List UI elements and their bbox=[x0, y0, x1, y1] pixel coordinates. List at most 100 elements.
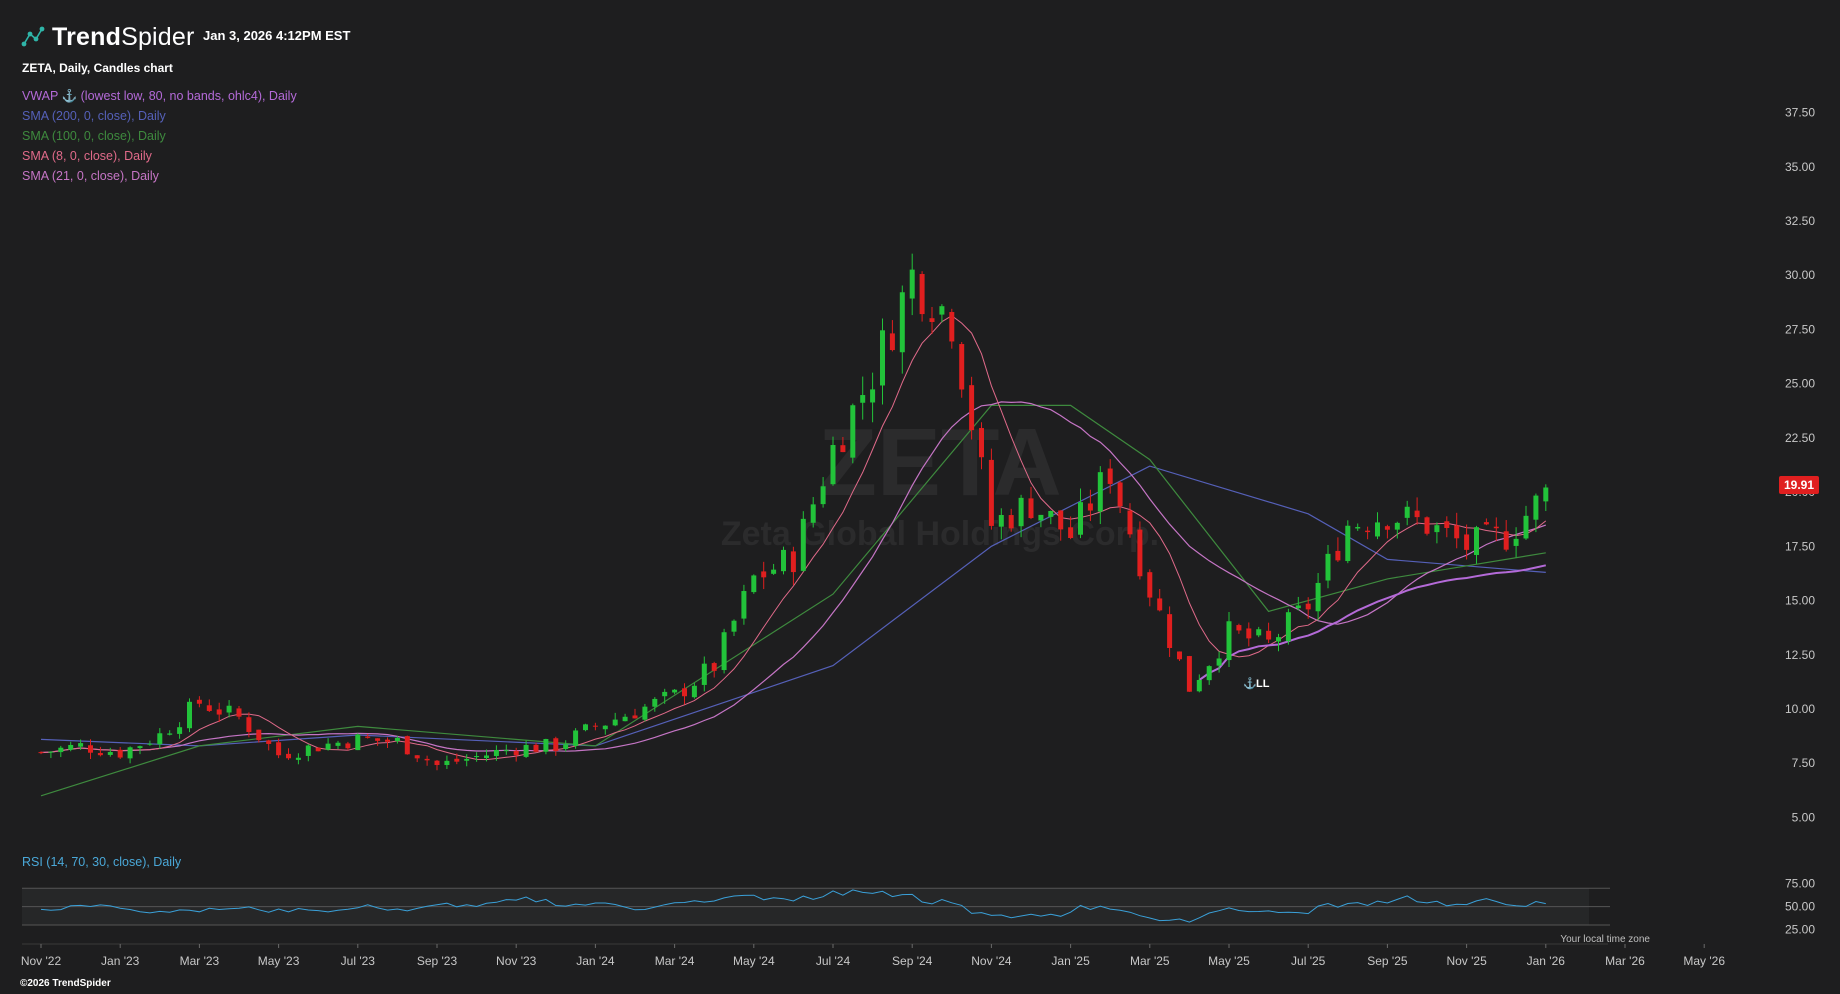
rsi-legend[interactable]: RSI (14, 70, 30, close), Daily bbox=[22, 855, 182, 869]
candle-down bbox=[414, 755, 420, 759]
time-tick-label: Jul '23 bbox=[341, 954, 376, 968]
rsi-panel: 75.00 50.00 25.00 bbox=[22, 877, 1815, 937]
candle-up bbox=[751, 575, 757, 593]
candle-down bbox=[1236, 625, 1242, 631]
candle-up bbox=[612, 719, 618, 726]
candle-down bbox=[1483, 522, 1489, 525]
candle-down bbox=[1444, 521, 1450, 529]
candle-down bbox=[1028, 498, 1034, 519]
price-tick-label: 27.50 bbox=[1785, 322, 1815, 336]
candle-up bbox=[662, 691, 668, 697]
candle-down bbox=[424, 758, 430, 761]
candle-up bbox=[484, 755, 489, 759]
candle-up bbox=[563, 744, 569, 749]
price-tick-label: 37.50 bbox=[1785, 106, 1815, 120]
price-tick-label: 25.00 bbox=[1785, 377, 1815, 391]
candle-up bbox=[1038, 514, 1044, 521]
candle-up bbox=[543, 739, 549, 752]
candle-down bbox=[1414, 510, 1420, 518]
candle-up bbox=[1206, 666, 1212, 681]
rsi-tick-label: 50.00 bbox=[1785, 900, 1815, 914]
time-tick-label: Mar '24 bbox=[655, 954, 695, 968]
indicator-legend: VWAP ⚓ (lowest low, 80, no bands, ohlc4)… bbox=[22, 86, 297, 186]
candle-up bbox=[741, 591, 747, 619]
candle-down bbox=[1157, 598, 1163, 611]
candle-down bbox=[1117, 482, 1123, 507]
time-tick-label: Mar '25 bbox=[1130, 954, 1170, 968]
time-tick-label: May '25 bbox=[1208, 954, 1250, 968]
candle-down bbox=[1147, 572, 1153, 598]
candle-down bbox=[404, 736, 410, 755]
candle-up bbox=[909, 269, 915, 299]
candle-up bbox=[701, 663, 707, 685]
legend-vwap[interactable]: VWAP ⚓ (lowest low, 80, no bands, ohlc4)… bbox=[22, 89, 297, 103]
candle-down bbox=[365, 736, 371, 738]
candle-up bbox=[1523, 515, 1529, 539]
time-tick-label: Nov '25 bbox=[1446, 954, 1487, 968]
candle-up bbox=[177, 727, 183, 734]
candle-down bbox=[454, 758, 460, 762]
candle-down bbox=[919, 274, 925, 315]
candle-up bbox=[493, 750, 499, 756]
candle-up bbox=[1375, 522, 1380, 537]
candle-up bbox=[721, 632, 727, 671]
anchor-marker[interactable]: ⚓ LL bbox=[1243, 677, 1270, 690]
candle-up bbox=[335, 742, 341, 746]
candle-up bbox=[1097, 472, 1103, 512]
candle-up bbox=[1216, 658, 1222, 666]
candle-up bbox=[78, 743, 84, 747]
candle-up bbox=[137, 746, 143, 749]
candle-up bbox=[1285, 612, 1291, 642]
candle-up bbox=[781, 549, 786, 572]
candle-up bbox=[820, 486, 826, 505]
candle-up bbox=[1196, 679, 1202, 692]
candle-up bbox=[305, 745, 311, 756]
candle-up bbox=[622, 716, 628, 722]
candle-down bbox=[1246, 628, 1252, 639]
candle-up bbox=[187, 701, 192, 729]
time-tick-label: Nov '24 bbox=[971, 954, 1012, 968]
candle-down bbox=[553, 738, 559, 752]
candle-down bbox=[236, 708, 242, 717]
time-tick-label: Jan '25 bbox=[1051, 954, 1090, 968]
candle-down bbox=[1503, 531, 1509, 550]
candle-down bbox=[1058, 510, 1064, 530]
time-tick-label: May '23 bbox=[258, 954, 300, 968]
candle-down bbox=[1177, 651, 1182, 660]
legend-sma-200[interactable]: SMA (200, 0, close), Daily bbox=[22, 109, 166, 123]
candle-up bbox=[58, 747, 64, 753]
candle-up bbox=[503, 750, 509, 752]
candle-up bbox=[850, 405, 856, 458]
candle-up bbox=[1325, 553, 1331, 581]
candle-down bbox=[345, 743, 351, 749]
legend-sma-100[interactable]: SMA (100, 0, close), Daily bbox=[22, 129, 166, 143]
candle-down bbox=[97, 752, 103, 756]
candle-down bbox=[632, 715, 638, 719]
candle-up bbox=[731, 620, 737, 632]
candle-down bbox=[88, 745, 93, 753]
candle-down bbox=[682, 688, 687, 697]
time-tick-label: Nov '22 bbox=[21, 954, 62, 968]
candle-up bbox=[642, 706, 648, 720]
candle-down bbox=[276, 742, 282, 756]
time-tick-label: Jan '23 bbox=[101, 954, 140, 968]
price-tick-label: 5.00 bbox=[1792, 810, 1816, 824]
legend-sma-21[interactable]: SMA (21, 0, close), Daily bbox=[22, 169, 159, 183]
candle-down bbox=[1384, 526, 1390, 530]
candle-down bbox=[196, 699, 202, 704]
candle-down bbox=[840, 445, 846, 453]
candle-up bbox=[1355, 527, 1361, 529]
candle-up bbox=[860, 395, 866, 403]
candle-up bbox=[355, 734, 361, 751]
candle-up bbox=[464, 758, 470, 761]
candle-up bbox=[1404, 506, 1410, 518]
candle-down bbox=[790, 551, 796, 573]
time-tick-label: Mar '23 bbox=[180, 954, 220, 968]
local-time-label: Your local time zone bbox=[1560, 934, 1650, 945]
legend-sma-8[interactable]: SMA (8, 0, close), Daily bbox=[22, 149, 152, 163]
candle-up bbox=[810, 504, 816, 523]
time-tick-label: Sep '25 bbox=[1367, 954, 1408, 968]
candle-down bbox=[959, 344, 965, 390]
